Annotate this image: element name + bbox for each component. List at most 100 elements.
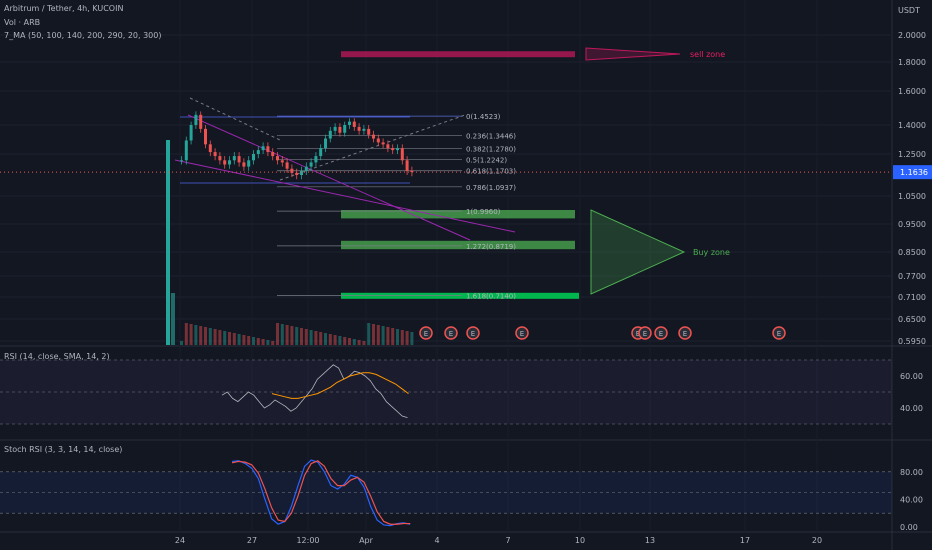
candle-body [400, 148, 404, 161]
candle-body [285, 162, 289, 169]
candle-body [290, 168, 294, 173]
volume-bar [199, 326, 203, 345]
candle-body [266, 146, 270, 153]
volume-bar [204, 327, 207, 345]
event-marker-label: E [424, 330, 428, 338]
event-marker-label: E [643, 330, 647, 338]
candle-body [372, 134, 375, 139]
volume-bar [328, 334, 332, 345]
rsi-ma-line [271, 372, 409, 399]
symbol-legend[interactable]: Arbitrum / Tether, 4h, KUCOIN [4, 4, 124, 13]
volume-legend[interactable]: Vol · ARB [4, 18, 41, 27]
event-marker-label: E [659, 330, 663, 338]
trendline [187, 114, 471, 241]
candle-body [271, 152, 275, 157]
volume-bar [295, 327, 299, 345]
zone-rect [341, 51, 575, 58]
zone-rect [341, 210, 575, 219]
fib-level-label: 1.272(0.8719) [466, 243, 516, 251]
candle-body [280, 160, 284, 163]
ma-legend[interactable]: 7_MA (50, 100, 140, 200, 290, 20, 300) [4, 31, 162, 40]
fib-level-label: 0.618(1.1703) [466, 168, 516, 176]
fib-level-label: 1.618(0.7140) [466, 293, 516, 301]
volume-bar [376, 325, 380, 345]
candle-body [252, 154, 255, 161]
volume-bar [171, 293, 175, 345]
event-marker [654, 326, 668, 340]
volume-bar [276, 323, 279, 345]
stoch-tick-label: 40.00 [900, 495, 923, 504]
event-marker [444, 326, 458, 340]
volume-bar [391, 328, 395, 345]
price-tick-label: 1.4000 [898, 121, 926, 130]
time-tick-label: 24 [175, 536, 185, 545]
volume-bar [242, 335, 246, 345]
candle-body [276, 156, 279, 161]
rsi-tick-label: 60.00 [900, 372, 923, 381]
stoch-tick-label: 80.00 [900, 468, 923, 477]
buy-zone-triangle [590, 209, 686, 295]
volume-bar [319, 332, 323, 345]
volume-bar [180, 341, 183, 345]
candle-body [242, 162, 246, 167]
candle-body [396, 148, 399, 151]
event-marker-label: E [520, 330, 524, 338]
price-tick-label: 0.7700 [898, 272, 926, 281]
price-tick-label: 0.9500 [898, 220, 926, 229]
volume-bar [314, 331, 318, 345]
event-marker [638, 326, 652, 340]
event-marker-label: E [683, 330, 687, 338]
candle-body [357, 126, 361, 131]
price-tick-label: 1.6000 [898, 87, 926, 96]
volume-bar [213, 329, 217, 345]
volume-bar [184, 323, 188, 345]
time-tick-label: 27 [247, 536, 257, 545]
fib-level-label: 0.786(1.0937) [466, 184, 516, 192]
price-tick-label: 0.6500 [898, 315, 926, 324]
volume-bar [256, 338, 260, 345]
candle-body [204, 128, 207, 145]
candle-body [218, 156, 222, 161]
candle-body [386, 144, 390, 149]
candle-body [319, 148, 323, 157]
volume-bar [280, 324, 284, 345]
time-tick-label: 13 [645, 536, 655, 545]
candle-body [295, 172, 299, 175]
candle-body [381, 142, 385, 145]
event-marker [678, 326, 692, 340]
volume-bar [208, 328, 212, 345]
rsi-title[interactable]: RSI (14, close, SMA, 14, 2) [4, 352, 110, 361]
candle-body [223, 160, 227, 165]
stoch-d-line [231, 460, 411, 525]
volume-bar [232, 333, 236, 345]
volume-bar [410, 332, 414, 345]
sell-zone-triangle [585, 47, 681, 61]
candle-body [261, 146, 265, 151]
price-tick-label: 1.0500 [898, 192, 926, 201]
volume-bar [228, 332, 231, 345]
volume-bar [252, 337, 255, 345]
price-unit: USDT [898, 6, 920, 15]
fib-level-label: 0(1.4523) [466, 113, 501, 121]
candle-body [367, 128, 371, 135]
volume-bar [357, 340, 361, 345]
candle-body [338, 126, 342, 133]
fib-level-label: 0.5(1.2242) [466, 156, 507, 164]
zone-rect [341, 240, 575, 250]
dashed-trendline [189, 97, 281, 141]
candle-body [304, 166, 308, 171]
volume-bar [338, 336, 342, 345]
candle-body [314, 156, 318, 163]
price-tick-label: 2.0000 [898, 31, 926, 40]
stoch-title[interactable]: Stoch RSI (3, 3, 14, 14, close) [4, 445, 123, 454]
event-marker [772, 326, 786, 340]
candle-body [180, 160, 183, 162]
current-price-tag [893, 165, 932, 180]
volume-bar [400, 330, 404, 345]
time-tick-label: 10 [575, 536, 585, 545]
fib-level-label: 1(0.9960) [466, 208, 501, 216]
candle-body [324, 138, 327, 149]
candle-body [256, 150, 260, 154]
